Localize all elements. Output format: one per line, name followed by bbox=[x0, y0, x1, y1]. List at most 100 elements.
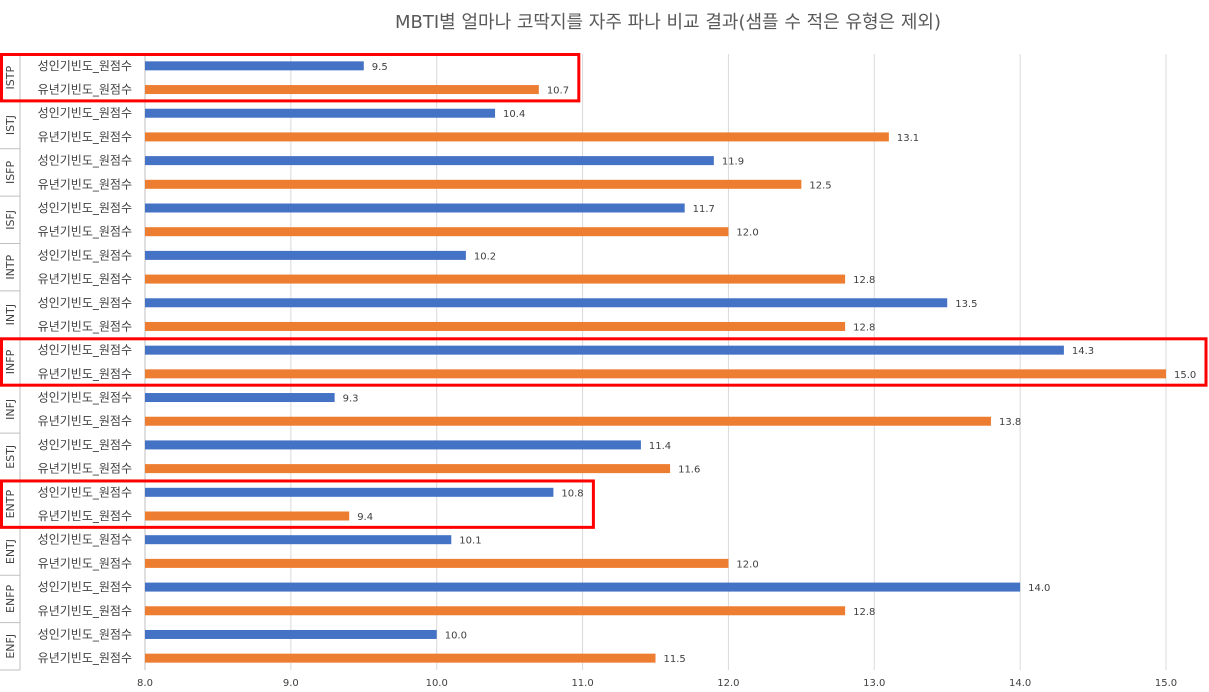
bar bbox=[145, 108, 496, 118]
bar bbox=[145, 535, 452, 545]
bar bbox=[145, 298, 948, 308]
bar bbox=[145, 345, 1064, 355]
bar bbox=[145, 274, 846, 284]
series-label: 유년기빈도_원점수 bbox=[38, 177, 132, 191]
x-tick-label: 10.0 bbox=[426, 678, 448, 689]
data-label: 15.0 bbox=[1174, 370, 1196, 381]
data-label: 11.9 bbox=[722, 157, 744, 168]
series-label: 성인기빈도_원점수 bbox=[38, 485, 132, 499]
bar bbox=[145, 250, 466, 260]
data-label: 10.8 bbox=[561, 488, 583, 499]
category-label: ISTP bbox=[4, 66, 17, 90]
category-label: ENTJ bbox=[4, 539, 17, 564]
bar bbox=[145, 203, 685, 213]
data-label: 11.6 bbox=[678, 465, 700, 476]
series-label: 유년기빈도_원점수 bbox=[38, 83, 132, 97]
x-tick-label: 9.0 bbox=[283, 678, 299, 689]
series-label: 유년기빈도_원점수 bbox=[38, 462, 132, 476]
data-label: 12.8 bbox=[853, 322, 875, 333]
data-label: 13.8 bbox=[999, 417, 1021, 428]
series-label: 성인기빈도_원점수 bbox=[38, 438, 132, 452]
data-label: 10.1 bbox=[459, 536, 481, 547]
bar bbox=[145, 132, 889, 142]
category-label: ENFP bbox=[4, 584, 17, 613]
category-label: INFP bbox=[4, 349, 17, 374]
highlight-box bbox=[0, 53, 581, 103]
data-label: 13.1 bbox=[897, 133, 919, 144]
series-label: 성인기빈도_원점수 bbox=[38, 533, 132, 547]
data-label: 9.5 bbox=[372, 62, 388, 73]
series-label: 성인기빈도_원점수 bbox=[38, 154, 132, 168]
highlight-box bbox=[0, 337, 1208, 387]
bar bbox=[145, 606, 846, 616]
category-label: ENFJ bbox=[4, 634, 17, 659]
labels: ISTP 9.5 성인기빈도_원점수 10.7 유년기빈도_원점수 ISTJ 10.4 성인기… bbox=[4, 59, 1196, 665]
series-label: 성인기빈도_원점수 bbox=[38, 343, 132, 357]
data-label: 10.2 bbox=[474, 251, 496, 262]
bars bbox=[145, 61, 1166, 663]
bar bbox=[145, 440, 641, 450]
data-label: 14.3 bbox=[1072, 346, 1094, 357]
series-label: 성인기빈도_원점수 bbox=[38, 391, 132, 405]
data-label: 9.3 bbox=[343, 394, 359, 405]
x-tick-label: 14.0 bbox=[1009, 678, 1031, 689]
data-label: 11.4 bbox=[649, 441, 671, 452]
bar bbox=[145, 179, 802, 189]
x-tick-label: 12.0 bbox=[717, 678, 739, 689]
bar bbox=[145, 416, 991, 426]
series-label: 유년기빈도_원점수 bbox=[38, 414, 132, 428]
bar bbox=[145, 321, 846, 331]
series-label: 유년기빈도_원점수 bbox=[38, 225, 132, 239]
bar bbox=[145, 653, 656, 663]
data-label: 12.8 bbox=[853, 275, 875, 286]
series-label: 성인기빈도_원점수 bbox=[38, 201, 132, 215]
bar bbox=[145, 393, 335, 403]
bar bbox=[145, 369, 1166, 379]
series-label: 유년기빈도_원점수 bbox=[38, 367, 132, 381]
category-label: INFJ bbox=[4, 399, 17, 420]
bar bbox=[145, 227, 729, 237]
data-label: 13.5 bbox=[955, 299, 977, 310]
category-label: INTJ bbox=[4, 304, 17, 325]
x-tick-label: 11.0 bbox=[571, 678, 593, 689]
highlight-boxes bbox=[0, 53, 1208, 529]
series-label: 유년기빈도_원점수 bbox=[38, 604, 132, 618]
series-label: 성인기빈도_원점수 bbox=[38, 627, 132, 641]
bar bbox=[145, 511, 350, 521]
gridlines bbox=[144, 54, 1167, 670]
chart-title: MBTI별 얼마나 코딱지를 자주 파나 비교 결과(샘플 수 적은 유형은 제… bbox=[394, 12, 941, 33]
data-label: 9.4 bbox=[357, 512, 373, 523]
series-label: 성인기빈도_원점수 bbox=[38, 248, 132, 262]
series-label: 유년기빈도_원점수 bbox=[38, 319, 132, 333]
highlight-box bbox=[0, 479, 595, 529]
data-label: 10.0 bbox=[445, 630, 467, 641]
data-label: 14.0 bbox=[1028, 583, 1050, 594]
data-label: 12.5 bbox=[809, 180, 831, 191]
bar bbox=[145, 629, 437, 639]
series-label: 유년기빈도_원점수 bbox=[38, 556, 132, 570]
bar bbox=[145, 487, 554, 497]
series-label: 성인기빈도_원점수 bbox=[38, 580, 132, 594]
category-label: ENTP bbox=[4, 490, 17, 519]
x-tick-label: 15.0 bbox=[1155, 678, 1177, 689]
bar bbox=[145, 582, 1021, 592]
series-label: 유년기빈도_원점수 bbox=[38, 272, 132, 286]
data-label: 11.7 bbox=[693, 204, 715, 215]
category-label: ESTJ bbox=[4, 445, 17, 469]
series-label: 유년기빈도_원점수 bbox=[38, 509, 132, 523]
series-label: 성인기빈도_원점수 bbox=[38, 296, 132, 310]
data-label: 10.7 bbox=[547, 86, 569, 97]
x-tick-label: 13.0 bbox=[863, 678, 885, 689]
bar bbox=[145, 464, 671, 474]
category-label: ISFJ bbox=[4, 210, 17, 230]
bar bbox=[145, 558, 729, 568]
data-label: 10.4 bbox=[503, 109, 525, 120]
x-tick-label: 8.0 bbox=[137, 678, 153, 689]
series-label: 유년기빈도_원점수 bbox=[38, 130, 132, 144]
series-label: 유년기빈도_원점수 bbox=[38, 651, 132, 665]
category-label: ISFP bbox=[4, 161, 17, 185]
series-label: 성인기빈도_원점수 bbox=[38, 106, 132, 120]
data-label: 11.5 bbox=[664, 654, 686, 665]
category-label: INTP bbox=[4, 254, 17, 279]
